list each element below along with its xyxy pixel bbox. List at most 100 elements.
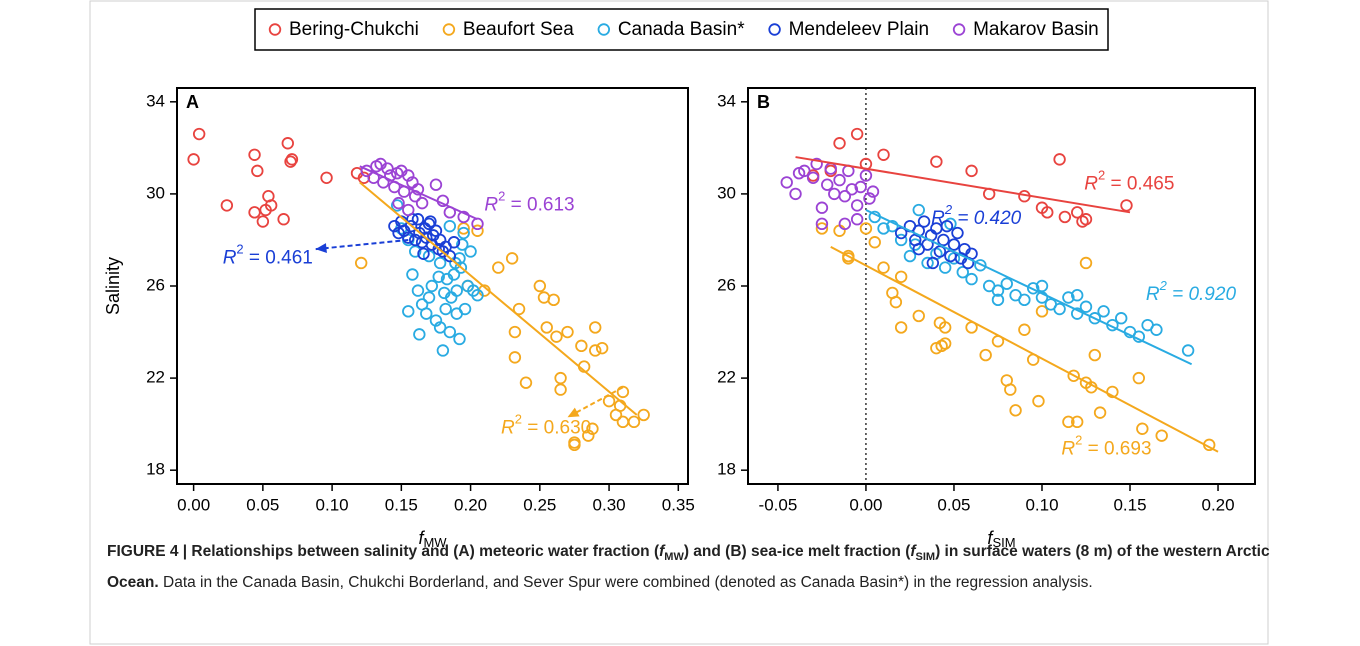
r2-symbol: R: [1084, 174, 1098, 195]
legend-box: [254, 8, 1109, 51]
x-tick-label: 0.15: [385, 495, 418, 514]
point: [940, 219, 954, 233]
point: [933, 245, 947, 258]
y-tick-label: 22: [146, 368, 165, 387]
r2-superscript: 2: [236, 242, 243, 257]
point: [951, 226, 964, 240]
point: [930, 155, 943, 168]
caption-text: ) and (B) sea-ice melt fraction (: [683, 543, 911, 560]
point: [450, 284, 463, 297]
point: [281, 137, 294, 150]
point: [595, 341, 609, 355]
point: [1000, 277, 1013, 290]
point: [1079, 256, 1093, 270]
point: [443, 325, 457, 339]
point: [411, 213, 425, 226]
point: [1009, 404, 1022, 417]
x-axis-label: fSIM: [987, 528, 1015, 551]
y-tick-label: 30: [146, 183, 165, 202]
point: [381, 162, 394, 175]
legend-marker: [597, 23, 611, 36]
point: [554, 371, 567, 385]
point: [432, 270, 445, 283]
y-tick-label: 18: [717, 460, 736, 479]
r2-symbol: R: [1146, 284, 1160, 305]
point: [471, 217, 484, 231]
y-tick-label: 26: [146, 275, 165, 294]
x-tick-label: 0.05: [937, 495, 970, 514]
point: [436, 344, 450, 357]
point: [877, 222, 890, 235]
point: [894, 233, 908, 247]
point: [492, 261, 505, 274]
point: [947, 238, 961, 251]
point: [877, 261, 890, 274]
point: [406, 268, 419, 281]
point: [815, 217, 829, 231]
point: [838, 217, 852, 231]
point: [1070, 415, 1084, 429]
figure-border: [89, 0, 1269, 645]
point: [1053, 153, 1066, 166]
point: [453, 332, 466, 346]
point: [1115, 312, 1128, 325]
x-tick-label: 0.35: [662, 495, 695, 514]
panel-label: B: [757, 92, 770, 112]
r2-annotation: R2 = 0.693: [1061, 433, 1151, 460]
point: [1041, 206, 1054, 219]
point: [616, 415, 630, 429]
point: [438, 286, 451, 300]
caption-text: FIGURE 4 | Relationships between salinit…: [107, 543, 660, 560]
r2-value: = 0.465: [1105, 174, 1174, 195]
point: [627, 415, 641, 429]
annotation-arrow: [315, 238, 409, 251]
caption-text: SIM: [915, 551, 936, 564]
point: [422, 291, 436, 304]
point: [637, 408, 650, 422]
point: [1079, 300, 1093, 313]
caption-text: f: [659, 543, 665, 560]
point: [519, 376, 533, 389]
point: [456, 238, 469, 251]
x-tick-label: 0.20: [1201, 495, 1234, 514]
r2-annotation: R2 = 0.420: [931, 203, 1022, 230]
point: [806, 171, 820, 184]
point: [1120, 199, 1133, 212]
r2-annotation: R2 = 0.920: [1146, 279, 1237, 306]
point: [1070, 206, 1084, 219]
fit-line: [865, 209, 1193, 366]
point: [912, 309, 925, 323]
point: [912, 242, 925, 256]
point: [1132, 371, 1146, 385]
x-axis-subscript: SIM: [992, 535, 1015, 550]
point: [789, 187, 802, 201]
r2-symbol: R: [223, 247, 237, 268]
legend-marker: [768, 23, 781, 36]
arrow-head: [567, 407, 580, 418]
point: [863, 192, 876, 205]
point: [616, 385, 630, 399]
point: [866, 185, 880, 198]
point: [589, 321, 602, 334]
point: [965, 272, 978, 286]
r2-annotation: R2 = 0.461: [223, 242, 313, 269]
fit-line: [795, 156, 1131, 214]
point: [471, 289, 484, 302]
point: [979, 348, 992, 362]
point: [457, 210, 470, 224]
x-tick-label: 0.10: [316, 495, 349, 514]
r2-value: = 0.630: [522, 418, 591, 439]
r2-symbol: R: [501, 418, 515, 439]
point: [780, 176, 793, 189]
point: [415, 196, 429, 210]
legend-marker: [952, 23, 966, 36]
arrow-head: [315, 243, 327, 254]
point: [850, 127, 864, 141]
r2-superscript: 2: [515, 412, 522, 427]
point: [889, 295, 903, 309]
point: [1070, 289, 1084, 302]
r2-annotation: R2 = 0.465: [1084, 168, 1174, 195]
r2-value: = 0.461: [244, 247, 313, 268]
point: [850, 199, 864, 212]
